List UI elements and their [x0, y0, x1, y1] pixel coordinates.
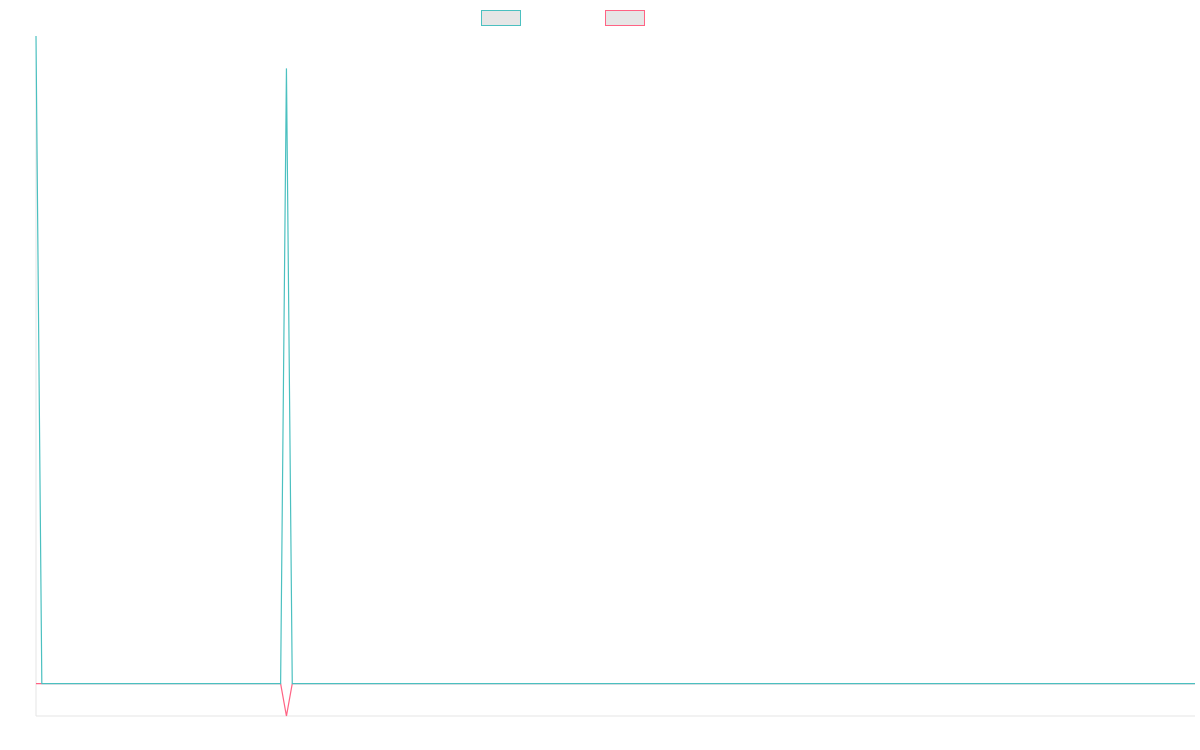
- series-line-1: [36, 683, 1195, 717]
- legend[interactable]: [481, 10, 645, 26]
- series-layer: [35, 35, 1195, 717]
- legend-swatch[interactable]: [605, 10, 645, 26]
- legend-swatch[interactable]: [481, 10, 521, 26]
- series-line-0: [35, 35, 1195, 685]
- legend-item-0[interactable]: [481, 10, 521, 26]
- legend-item-1[interactable]: [605, 10, 645, 26]
- axes: [35, 36, 1195, 717]
